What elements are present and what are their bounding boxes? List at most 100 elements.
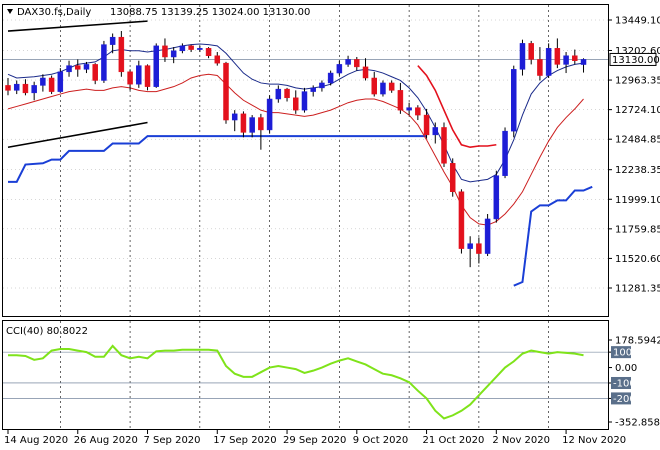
candle-body xyxy=(554,48,561,65)
candle-body xyxy=(476,243,482,254)
price-panel: 13449.10 13202.60 12963.35 12724.10 12484.85… xyxy=(2,4,660,317)
candle xyxy=(5,77,11,96)
candle-body xyxy=(258,117,264,131)
candle xyxy=(580,58,587,73)
candle xyxy=(188,44,194,53)
candle-body xyxy=(170,50,177,58)
support-step-line xyxy=(8,135,427,183)
candle-body xyxy=(127,71,133,85)
price-tick-label: 12484.85 xyxy=(615,135,660,146)
candle-body xyxy=(441,127,447,164)
time-tick-label: 17 Sep 2020 xyxy=(213,435,276,446)
candle-body xyxy=(92,64,98,81)
candle-body xyxy=(371,77,377,95)
candle xyxy=(502,127,508,179)
cci-tick-label: 0.00 xyxy=(615,363,637,374)
candle-body xyxy=(467,243,473,249)
candle-body xyxy=(484,218,491,254)
candle xyxy=(293,90,299,114)
candle-body xyxy=(101,44,107,81)
candle xyxy=(136,60,142,88)
candle xyxy=(362,58,369,81)
time-tick-label: 2 Nov 2020 xyxy=(492,435,550,446)
candle-body xyxy=(197,48,203,50)
candle xyxy=(545,43,552,78)
candle xyxy=(179,43,186,54)
candle-body xyxy=(362,66,369,79)
candle xyxy=(75,59,81,77)
cci-line xyxy=(8,344,584,420)
cci-level-box xyxy=(611,376,631,389)
candle-body xyxy=(109,36,116,45)
cci-plot-frame xyxy=(2,320,609,430)
collapse-triangle-icon[interactable] xyxy=(7,9,13,14)
current-price-tag: 13130.00 xyxy=(609,52,660,66)
candle xyxy=(214,52,221,66)
candle xyxy=(467,236,473,268)
candle-body xyxy=(310,87,316,92)
candle-body xyxy=(528,43,534,60)
candle-body xyxy=(301,91,308,111)
candle-body xyxy=(83,64,90,70)
candle-body xyxy=(223,62,229,121)
price-plot-frame xyxy=(2,4,609,317)
candle xyxy=(144,64,151,91)
candle-body xyxy=(249,117,255,133)
candle xyxy=(423,108,430,139)
price-tick-label: 13202.60 xyxy=(615,46,660,57)
candle xyxy=(415,105,421,121)
candle-body xyxy=(336,64,343,74)
cci-grid xyxy=(3,321,608,429)
candle xyxy=(327,70,334,86)
candle-body xyxy=(22,83,29,94)
candle-body xyxy=(118,36,125,73)
candle xyxy=(458,189,465,254)
time-tick-label: 9 Oct 2020 xyxy=(353,435,408,446)
cci-title: CCI(40) 80.8022 xyxy=(6,326,88,337)
cci-level-label: -100 xyxy=(613,378,636,389)
time-tick-label: 26 Aug 2020 xyxy=(74,435,138,446)
candle-body xyxy=(406,107,412,111)
candle-body xyxy=(519,43,526,70)
candle-body xyxy=(240,113,247,133)
candle-body xyxy=(40,77,46,86)
candle-body xyxy=(66,65,72,73)
cci-level-label: -200 xyxy=(613,394,636,405)
candle-body xyxy=(327,72,334,84)
candle-body xyxy=(319,82,325,89)
candle xyxy=(537,47,543,81)
price-tick-label: 13449.10 xyxy=(615,16,660,27)
candle-body xyxy=(162,45,168,58)
candle xyxy=(205,47,212,59)
candle xyxy=(40,74,46,92)
candle-body xyxy=(275,88,282,100)
candle xyxy=(371,71,377,97)
ohlc-readout: 13088.75 13139.25 13024.00 13130.00 xyxy=(110,7,310,18)
candle-body xyxy=(266,98,273,131)
candle-body xyxy=(572,55,578,61)
candle xyxy=(388,80,395,93)
candle xyxy=(511,65,517,138)
candle xyxy=(258,113,264,150)
candle xyxy=(493,170,500,223)
candle-body xyxy=(502,130,508,176)
candle xyxy=(57,68,64,93)
candle-body xyxy=(75,65,81,70)
price-grid xyxy=(3,5,608,316)
price-axis: 13449.10 13202.60 12963.35 12724.10 12484.85… xyxy=(608,16,660,295)
candle xyxy=(336,60,343,76)
current-price-box xyxy=(609,52,657,66)
time-tick-label: 12 Nov 2020 xyxy=(562,435,626,446)
candle-body xyxy=(57,71,64,92)
candle xyxy=(118,31,125,77)
candle xyxy=(354,56,360,71)
candle-body xyxy=(380,82,386,95)
candle-body xyxy=(354,59,360,68)
candle xyxy=(13,80,20,95)
candle-body xyxy=(214,55,221,64)
candle-body xyxy=(563,55,569,65)
candle xyxy=(406,102,412,116)
price-tick-label: 11281.35 xyxy=(615,284,660,295)
